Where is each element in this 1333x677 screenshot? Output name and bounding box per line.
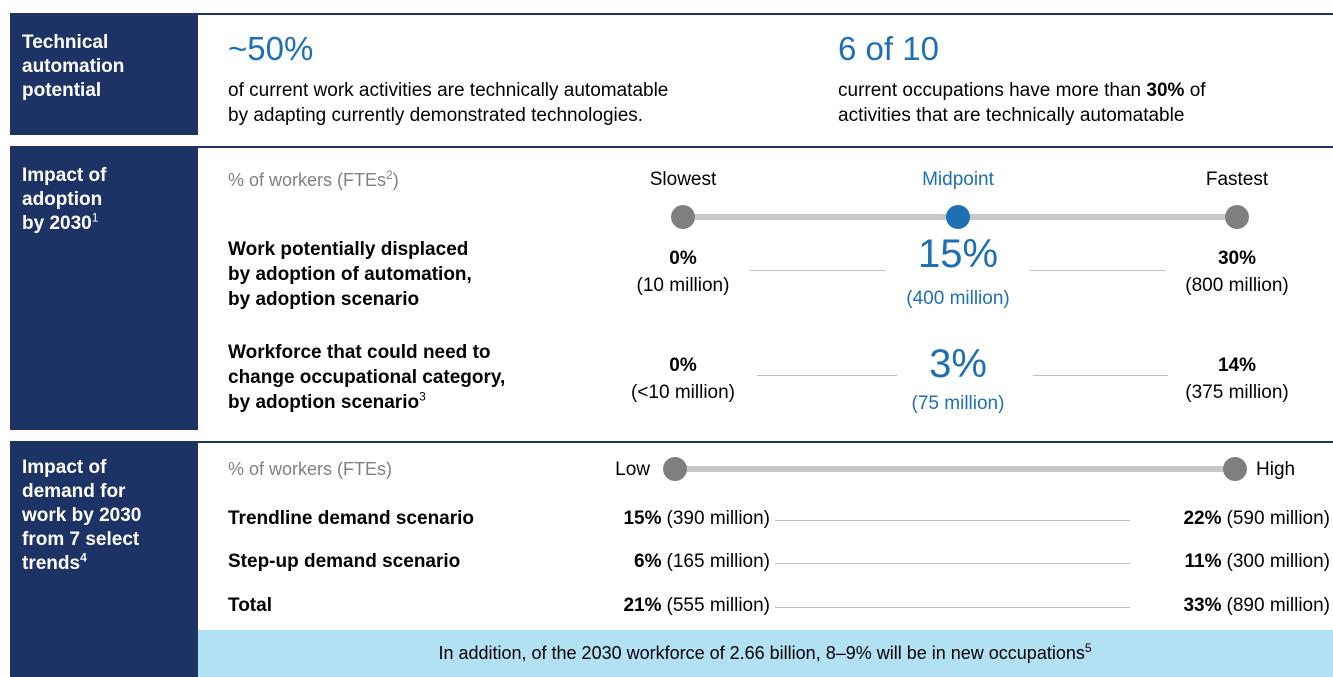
section-label: Impact of demand for work by 2030 from 7…	[22, 456, 141, 576]
header: % of workers (FTEs2)	[228, 168, 399, 191]
count: (75 million)	[911, 393, 1005, 414]
text: Impact of adoption by 2030	[22, 165, 107, 234]
text: In addition, of the 2030 workforce of 2.…	[438, 643, 1085, 663]
side-panel	[10, 15, 198, 135]
rule	[10, 13, 1333, 15]
slider-track	[675, 466, 1235, 472]
value: 22% (590 million)	[1183, 508, 1330, 530]
pct: 30%	[1217, 248, 1257, 269]
connector	[1033, 375, 1168, 376]
connector	[775, 607, 1130, 608]
section-label: Impact of adoption by 20301	[22, 164, 106, 236]
scale-high: High	[1256, 459, 1296, 480]
row-label: Step-up demand scenario	[228, 551, 461, 572]
slider-dot	[663, 457, 687, 481]
footnote: 1	[91, 210, 99, 225]
side-panel	[10, 443, 198, 677]
slider-dot	[1223, 457, 1247, 481]
count: (375 million)	[1185, 382, 1289, 403]
rule	[10, 441, 1333, 443]
stat-text: current occupations have more than 30% o…	[838, 78, 1206, 128]
note-box	[198, 630, 1333, 677]
count: (<10 million)	[630, 382, 736, 403]
stat-text: of current work activities are technical…	[228, 80, 669, 126]
scenario: Slowest	[649, 169, 717, 190]
text: )	[392, 170, 399, 190]
connector	[775, 520, 1130, 521]
count: (890 million)	[1226, 595, 1330, 616]
value: 11% (300 million)	[1185, 551, 1330, 573]
scenario: Fastest	[1205, 169, 1269, 190]
pct: 22%	[1183, 508, 1222, 529]
pct: 15%	[623, 508, 662, 529]
footnote: 4	[80, 550, 87, 565]
pct: 15%	[917, 232, 999, 276]
row-label: Work potentially displaced by adoption o…	[228, 239, 472, 310]
stat-value: 6 of 10	[838, 30, 939, 67]
text: % of workers (FTEs	[228, 170, 387, 190]
footnote: 3	[419, 389, 426, 404]
footnote: 2	[386, 168, 393, 182]
pct: 33%	[1183, 595, 1222, 616]
slider-dot	[671, 205, 695, 229]
connector	[750, 270, 885, 271]
row-label: Trendline demand scenario	[228, 508, 475, 529]
pct: 21%	[623, 595, 662, 616]
value: 15% (390 million)	[623, 508, 770, 530]
stat-value: ~50%	[228, 30, 314, 67]
row-label: Workforce that could need to change occu…	[228, 340, 505, 415]
slider-dot	[946, 205, 970, 229]
count: (390 million)	[666, 508, 770, 529]
scale-low: Low	[615, 459, 650, 480]
text: of activities that are technically autom…	[838, 80, 1206, 126]
pct: 0%	[669, 248, 697, 269]
pct: 14%	[1217, 355, 1257, 376]
header: % of workers (FTEs)	[228, 459, 393, 479]
text: Workforce that could need to change occu…	[228, 342, 506, 413]
pct: 6%	[634, 551, 662, 572]
count: (165 million)	[666, 551, 770, 572]
count: (400 million)	[906, 288, 1010, 309]
count: (10 million)	[636, 275, 730, 296]
pct: 3%	[929, 342, 987, 386]
slider-dot	[1225, 205, 1249, 229]
count: (555 million)	[666, 595, 770, 616]
pct: 0%	[669, 355, 697, 376]
text: Impact of demand for work by 2030 from 7…	[22, 457, 142, 574]
count: (590 million)	[1226, 508, 1330, 529]
pct: 11%	[1184, 551, 1222, 572]
footnote: 5	[1084, 641, 1092, 655]
value: 21% (555 million)	[623, 595, 770, 617]
note: In addition, of the 2030 workforce of 2.…	[438, 640, 1091, 667]
section-label: Technical automation potential	[22, 32, 125, 101]
text-bold: 30%	[1146, 80, 1185, 101]
connector	[775, 563, 1130, 564]
text: current occupations have more than	[838, 80, 1147, 101]
side-panel	[10, 148, 198, 430]
count: (800 million)	[1185, 275, 1289, 296]
scenario: Midpoint	[922, 169, 994, 190]
rule	[10, 146, 1333, 148]
connector	[757, 375, 897, 376]
count: (300 million)	[1226, 551, 1330, 572]
value: 33% (890 million)	[1183, 595, 1330, 617]
row-label: Total	[228, 595, 272, 616]
connector	[1030, 270, 1165, 271]
value: 6% (165 million)	[634, 551, 770, 573]
